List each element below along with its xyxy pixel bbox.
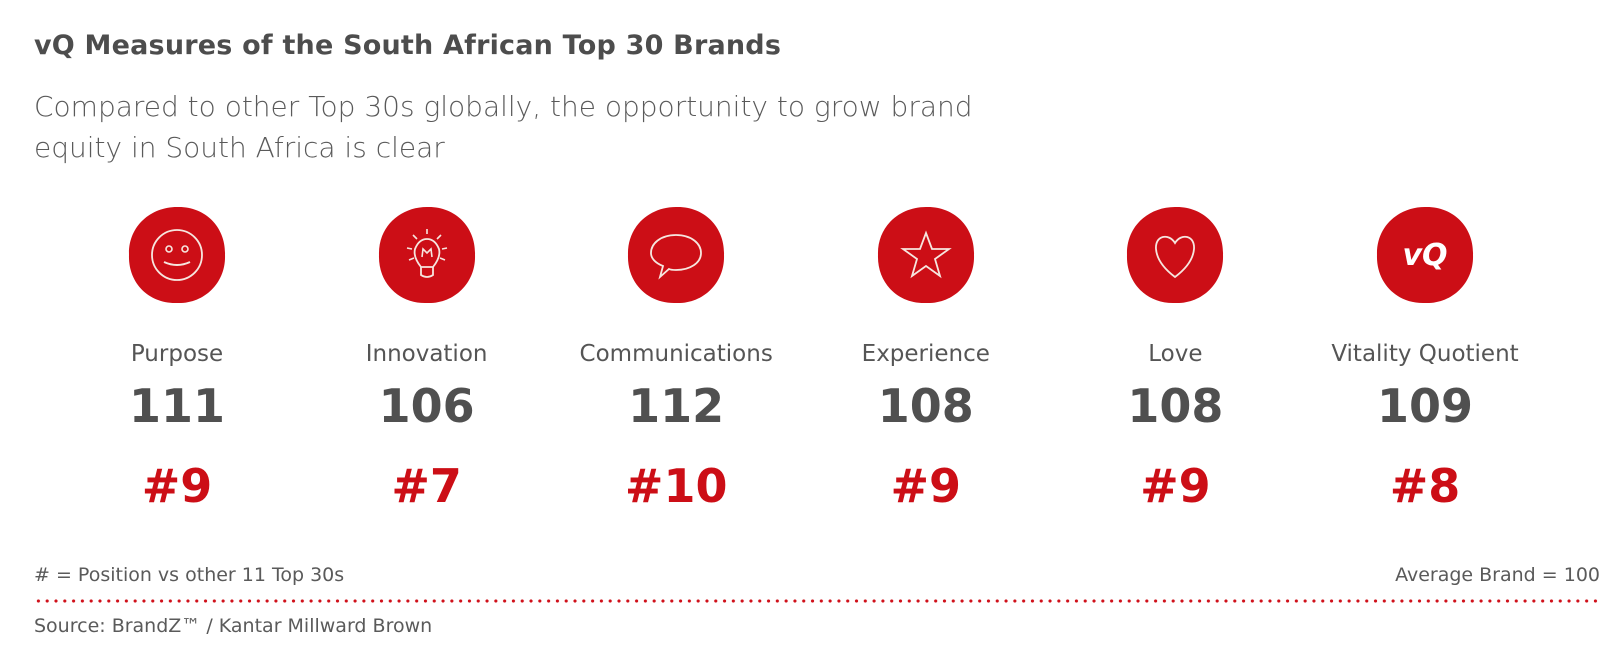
measure-value: 109 (1376, 379, 1474, 433)
vq-logo-icon: vQ (1375, 205, 1475, 305)
measure-value: 108 (877, 379, 974, 433)
speech-bubble-icon (626, 205, 726, 305)
measure-value: 112 (628, 379, 725, 433)
star-icon (876, 205, 976, 305)
average-note: Average Brand = 100 (1395, 564, 1600, 586)
smiley-icon (127, 205, 227, 305)
measure-rank: #9 (1140, 459, 1211, 513)
measure-rank: #7 (391, 459, 462, 513)
dotted-divider (34, 599, 1600, 603)
measure-rank: #10 (624, 459, 728, 513)
measure-label: Vitality Quotient (1331, 341, 1519, 367)
measure-label: Experience (861, 341, 990, 367)
measure-label: Communications (579, 341, 773, 367)
measure-label: Innovation (365, 341, 488, 367)
measure-purpose: Purpose 111 #9 (52, 205, 302, 515)
measure-communications: Communications 112 #10 (551, 205, 801, 515)
measure-rank: #9 (141, 459, 213, 513)
heart-icon (1125, 205, 1225, 305)
measure-rank: #9 (890, 459, 962, 513)
measure-value: 111 (128, 379, 226, 433)
measure-value: 106 (378, 379, 475, 433)
measure-label: Love (1148, 341, 1203, 367)
measure-vitality-quotient: vQ Vitality Quotient 109 #8 (1300, 205, 1550, 515)
page-title: vQ Measures of the South African Top 30 … (34, 30, 782, 61)
measure-love: Love 108 #9 (1050, 205, 1300, 515)
measure-rank: #8 (1389, 459, 1461, 513)
measure-innovation: Innovation 106 #7 (302, 205, 552, 515)
page-subtitle: Compared to other Top 30s globally, the … (34, 90, 973, 164)
measure-label: Purpose (130, 341, 224, 367)
measure-value: 108 (1127, 379, 1224, 433)
source-note: Source: BrandZ™ / Kantar Millward Brown (34, 615, 433, 637)
svg-text:vQ: vQ (1402, 238, 1447, 273)
rank-note: # = Position vs other 11 Top 30s (34, 564, 345, 586)
lightbulb-icon (377, 205, 477, 305)
measure-experience: Experience 108 #9 (801, 205, 1051, 515)
